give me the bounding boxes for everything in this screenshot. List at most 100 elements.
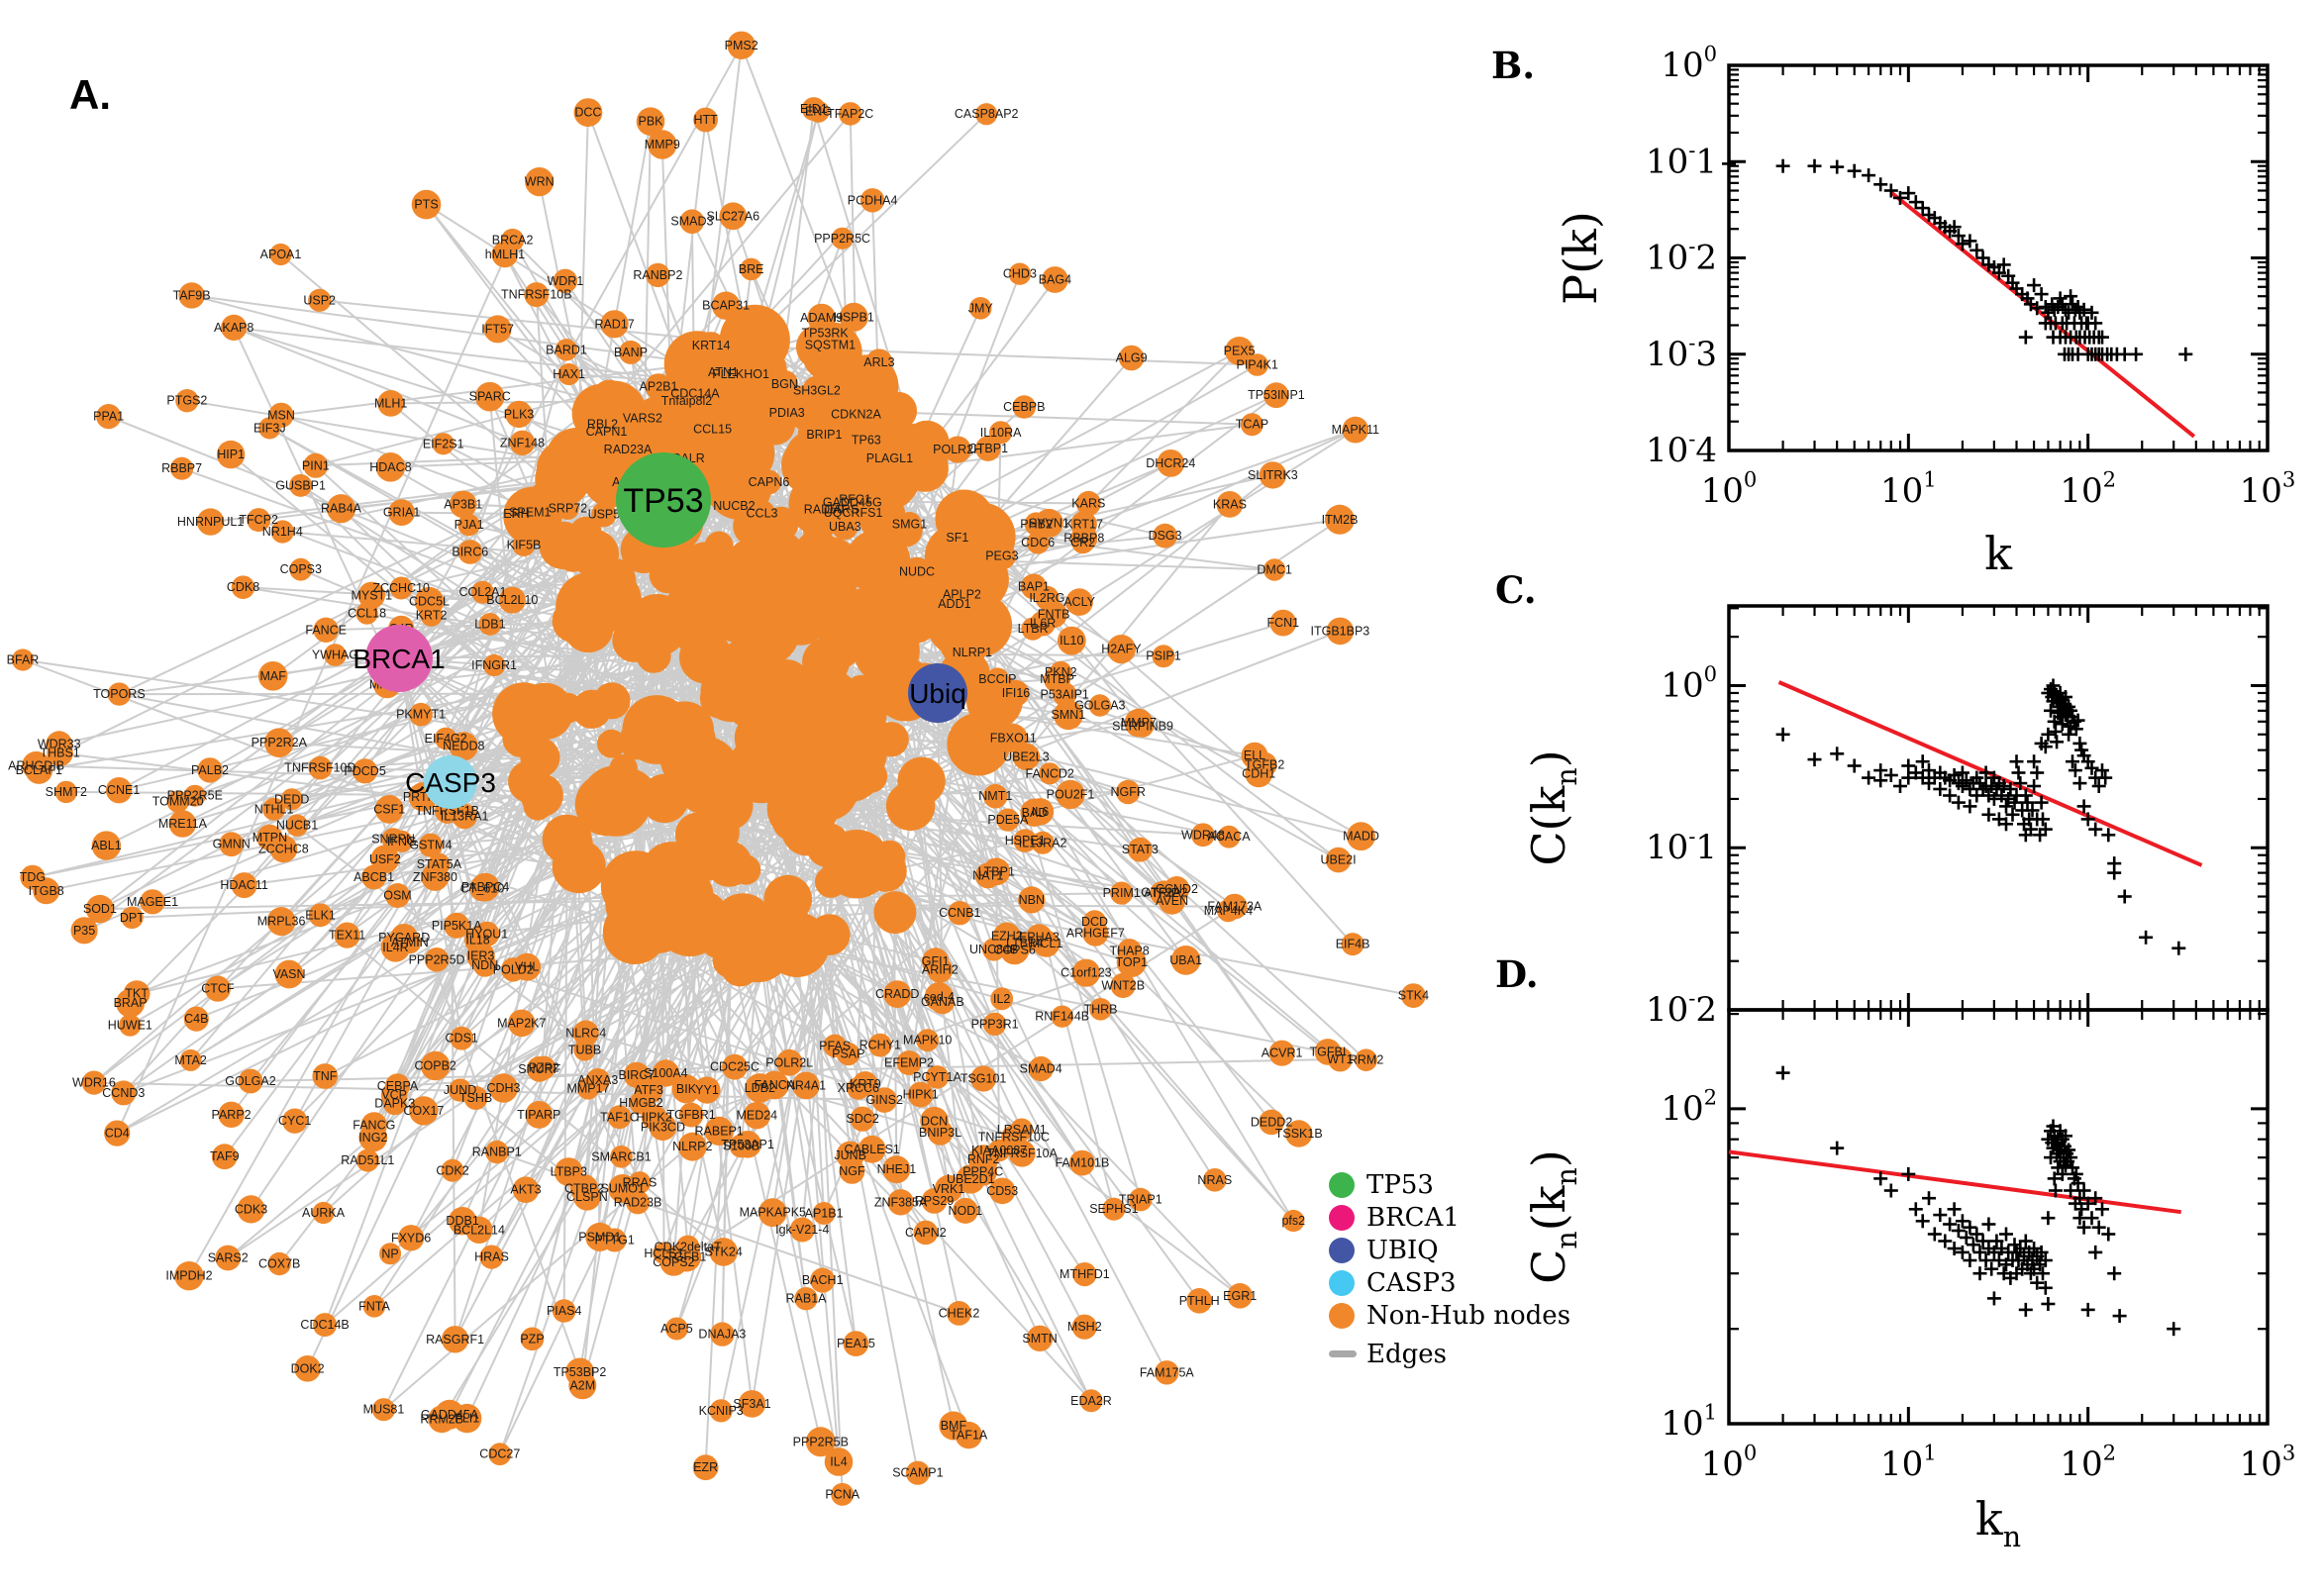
x-tick-label: 101	[1880, 1441, 1937, 1484]
node-label: TOP1	[1115, 955, 1147, 969]
node-label: GINS2	[865, 1093, 903, 1107]
non-hub-node	[858, 1135, 886, 1163]
non-hub-node	[699, 677, 741, 719]
non-hub-node	[773, 780, 810, 817]
node-label: UBE2L3	[1003, 749, 1050, 763]
node-label: TUBB	[568, 1044, 601, 1057]
node-label: PLAGL1	[866, 451, 913, 465]
node-label: PMS2	[725, 39, 758, 52]
node-label: MCL1	[1030, 937, 1062, 950]
node-label: IL10RA	[980, 426, 1022, 440]
node-label: LDB1	[474, 617, 505, 631]
non-hub-node	[763, 912, 830, 977]
non-hub-node	[943, 523, 972, 552]
non-hub-node	[591, 501, 617, 528]
node-label: TSHB	[459, 1091, 492, 1105]
node-label: NLRP1	[953, 646, 992, 659]
node-label: BCAP31	[702, 299, 750, 313]
node-label: PALB2	[191, 763, 229, 777]
non-hub-node	[1008, 262, 1032, 285]
node-label: STAT3	[1122, 843, 1159, 856]
non-hub-node	[722, 1053, 748, 1080]
non-hub-node	[104, 1120, 131, 1147]
node-label: MED24	[736, 1109, 777, 1123]
node-label: PJA1	[454, 518, 484, 532]
node-label: NGFR	[1110, 785, 1145, 799]
node-label: SHMT2	[46, 785, 87, 799]
node-label: NLRP2	[672, 1140, 712, 1153]
node-label: SLITRK3	[1248, 468, 1298, 482]
non-hub-node	[1355, 1048, 1377, 1071]
node-label: GFI1	[922, 954, 950, 968]
node-label: USP5	[588, 508, 621, 522]
node-label: WRN	[525, 175, 555, 189]
node-label: CDK3	[235, 1202, 267, 1216]
node-label: BAG4	[1039, 273, 1071, 287]
node-label: ZCCHC8	[258, 842, 309, 855]
node-label: PPP2R5D	[409, 952, 465, 966]
x-tick-label: 100	[1701, 467, 1758, 511]
node-label: FAM101B	[1055, 1156, 1109, 1170]
node-label: hMLH1	[485, 248, 525, 261]
legend-item-ubiq: UBIQ	[1329, 1234, 1570, 1266]
non-hub-node	[531, 701, 559, 730]
non-hub-node	[990, 987, 1014, 1011]
non-hub-node	[105, 777, 133, 804]
non-hub-node	[792, 668, 861, 738]
node-label: EIF2S1	[423, 437, 464, 450]
non-hub-node	[1013, 829, 1037, 852]
plot-frame	[1727, 604, 2270, 1012]
non-hub-node	[1170, 946, 1201, 975]
node-label: UBE2I	[1321, 853, 1357, 867]
node-label: CCNE1	[98, 783, 140, 797]
node-label: PDIA3	[769, 406, 805, 420]
network-edge	[904, 689, 1216, 1181]
node-label: CDC14B	[300, 1318, 349, 1332]
non-hub-node	[601, 768, 656, 823]
non-hub-node	[555, 339, 578, 361]
node-label: TGFB1	[666, 1250, 706, 1264]
non-hub-node	[727, 31, 756, 59]
non-hub-node	[985, 667, 1010, 691]
node-label: CDS1	[446, 1032, 478, 1046]
node-label: SPEM1	[509, 505, 551, 519]
node-label: IL13RA1	[441, 810, 489, 824]
node-label: PIN1	[302, 458, 330, 472]
node-label: PIP4K1	[1237, 358, 1278, 372]
node-label: TCAP	[1236, 418, 1268, 432]
node-label: PPA1	[93, 410, 124, 424]
node-label: GRIA1	[383, 506, 421, 520]
non-hub-node	[844, 674, 880, 712]
y-tick-label: 100	[1661, 661, 1717, 705]
node-label: MTA2	[174, 1053, 206, 1067]
node-label: DEDD	[274, 792, 309, 806]
node-label: BIRC6	[452, 546, 488, 559]
non-hub-node	[654, 547, 700, 593]
node-label: IL2RG	[1029, 591, 1064, 605]
node-label: KRT14	[692, 339, 731, 352]
node-label: BRAP	[114, 996, 148, 1010]
non-hub-node	[140, 889, 165, 915]
non-hub-node	[947, 712, 1010, 776]
node-label: SCAMP1	[892, 1466, 943, 1480]
non-hub-node	[312, 1201, 335, 1225]
non-hub-node	[308, 755, 333, 780]
non-hub-node	[1071, 958, 1100, 987]
node-label: MRE11A	[158, 817, 208, 831]
node-label: ENG	[805, 105, 832, 119]
non-hub-node	[1262, 558, 1286, 581]
node-label: PTHLH	[1179, 1294, 1220, 1308]
non-hub-node	[1051, 1005, 1073, 1028]
non-hub-node	[593, 682, 631, 720]
node-label: COPS3	[280, 562, 322, 576]
non-hub-node	[262, 797, 286, 821]
node-label: HMGB2	[619, 1096, 663, 1110]
node-label: DMC1	[1257, 563, 1291, 577]
non-hub-node	[859, 188, 885, 213]
non-hub-node	[221, 314, 248, 341]
node-label: CRADD	[875, 987, 919, 1001]
non-hub-node	[512, 533, 536, 557]
node-label: ITM2B	[1322, 513, 1359, 527]
non-hub-node	[231, 575, 255, 599]
